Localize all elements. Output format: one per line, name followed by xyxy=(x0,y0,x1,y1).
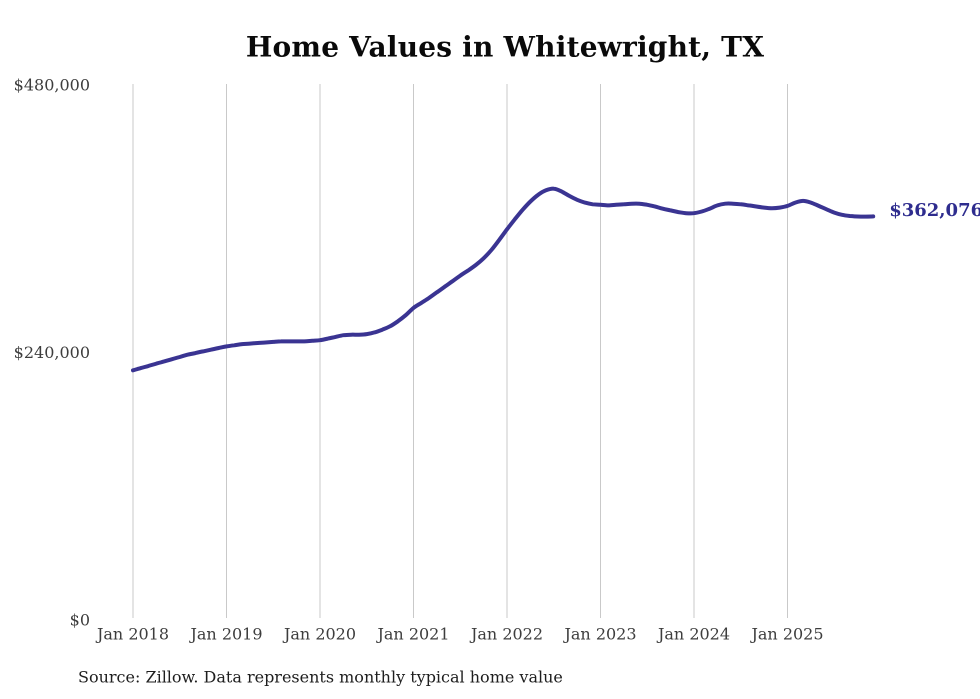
x-axis-label: Jan 2021 xyxy=(375,625,449,644)
x-axis-label: Jan 2022 xyxy=(469,625,543,644)
y-axis-label: $240,000 xyxy=(14,343,90,362)
home-value-line xyxy=(131,186,876,373)
x-axis-label: Jan 2018 xyxy=(95,625,169,644)
chart-title: Home Values in Whitewright, TX xyxy=(246,31,764,64)
year-gridlines-group xyxy=(132,84,788,618)
x-axis-label: Jan 2023 xyxy=(562,625,636,644)
x-axis-label: Jan 2020 xyxy=(282,625,356,644)
y-axis-label: $0 xyxy=(70,611,90,630)
x-axis-label: Jan 2019 xyxy=(188,625,262,644)
y-axis-label: $480,000 xyxy=(14,76,90,95)
y-axis-labels-group: $0 $240,000 $480,000 xyxy=(14,76,90,630)
x-axis-label: Jan 2024 xyxy=(656,625,730,644)
x-axis-labels-group: Jan 2018 Jan 2019 Jan 2020 Jan 2021 Jan 2022… xyxy=(95,625,824,644)
end-value-label: $362,076 xyxy=(889,200,980,221)
x-axis-label: Jan 2025 xyxy=(749,625,823,644)
source-note: Source: Zillow. Data represents monthly … xyxy=(78,668,563,687)
